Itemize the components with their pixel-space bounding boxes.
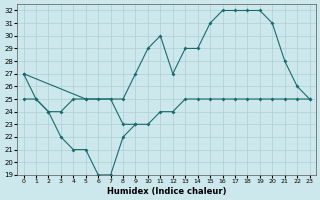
X-axis label: Humidex (Indice chaleur): Humidex (Indice chaleur) <box>107 187 226 196</box>
